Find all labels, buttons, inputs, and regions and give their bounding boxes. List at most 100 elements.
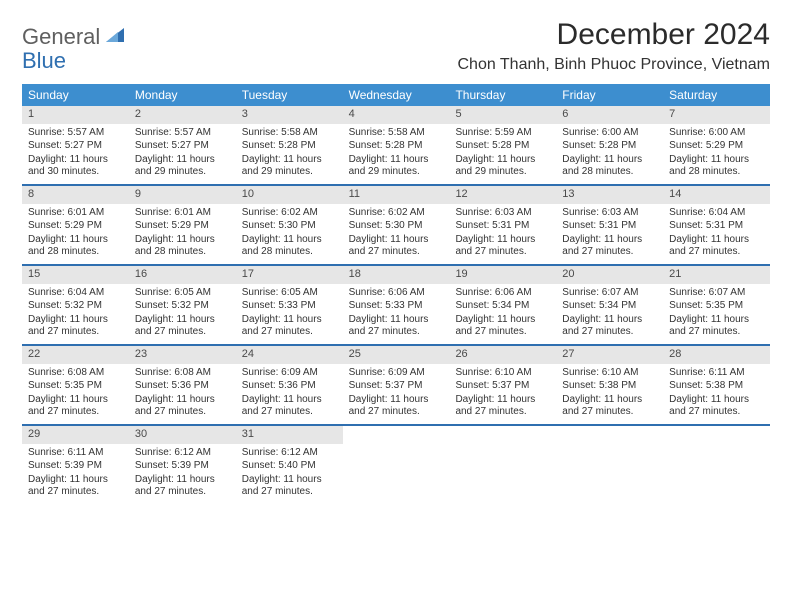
day-body: Sunrise: 5:58 AMSunset: 5:28 PMDaylight:… bbox=[343, 124, 450, 184]
day-cell-empty bbox=[556, 426, 663, 504]
daylight-line: Daylight: 11 hours and 29 minutes. bbox=[242, 154, 337, 179]
week-row: 8Sunrise: 6:01 AMSunset: 5:29 PMDaylight… bbox=[22, 186, 770, 266]
daylight-line: Daylight: 11 hours and 27 minutes. bbox=[669, 234, 764, 259]
sunset-line: Sunset: 5:38 PM bbox=[669, 380, 764, 393]
day-body: Sunrise: 6:10 AMSunset: 5:38 PMDaylight:… bbox=[556, 364, 663, 424]
day-cell: 25Sunrise: 6:09 AMSunset: 5:37 PMDayligh… bbox=[343, 346, 450, 424]
sunset-line: Sunset: 5:29 PM bbox=[135, 220, 230, 233]
day-number: 20 bbox=[556, 266, 663, 284]
day-cell: 17Sunrise: 6:05 AMSunset: 5:33 PMDayligh… bbox=[236, 266, 343, 344]
week-row: 29Sunrise: 6:11 AMSunset: 5:39 PMDayligh… bbox=[22, 426, 770, 504]
daylight-line: Daylight: 11 hours and 27 minutes. bbox=[455, 234, 550, 259]
day-number: 24 bbox=[236, 346, 343, 364]
logo-text-blue: Blue bbox=[22, 48, 66, 74]
day-body: Sunrise: 6:07 AMSunset: 5:35 PMDaylight:… bbox=[663, 284, 770, 344]
sunrise-line: Sunrise: 6:12 AM bbox=[242, 447, 337, 460]
day-cell: 4Sunrise: 5:58 AMSunset: 5:28 PMDaylight… bbox=[343, 106, 450, 184]
day-body: Sunrise: 6:02 AMSunset: 5:30 PMDaylight:… bbox=[236, 204, 343, 264]
sunset-line: Sunset: 5:37 PM bbox=[349, 380, 444, 393]
day-cell: 30Sunrise: 6:12 AMSunset: 5:39 PMDayligh… bbox=[129, 426, 236, 504]
day-number: 8 bbox=[22, 186, 129, 204]
day-number: 6 bbox=[556, 106, 663, 124]
day-cell: 1Sunrise: 5:57 AMSunset: 5:27 PMDaylight… bbox=[22, 106, 129, 184]
day-number: 18 bbox=[343, 266, 450, 284]
weekday-header: Tuesday bbox=[236, 84, 343, 106]
day-cell: 14Sunrise: 6:04 AMSunset: 5:31 PMDayligh… bbox=[663, 186, 770, 264]
day-cell: 19Sunrise: 6:06 AMSunset: 5:34 PMDayligh… bbox=[449, 266, 556, 344]
daylight-line: Daylight: 11 hours and 28 minutes. bbox=[28, 234, 123, 259]
day-cell: 8Sunrise: 6:01 AMSunset: 5:29 PMDaylight… bbox=[22, 186, 129, 264]
sunset-line: Sunset: 5:33 PM bbox=[242, 300, 337, 313]
sunset-line: Sunset: 5:37 PM bbox=[455, 380, 550, 393]
day-body: Sunrise: 6:05 AMSunset: 5:33 PMDaylight:… bbox=[236, 284, 343, 344]
day-number: 9 bbox=[129, 186, 236, 204]
day-body: Sunrise: 5:58 AMSunset: 5:28 PMDaylight:… bbox=[236, 124, 343, 184]
day-number: 3 bbox=[236, 106, 343, 124]
day-body: Sunrise: 6:12 AMSunset: 5:39 PMDaylight:… bbox=[129, 444, 236, 504]
daylight-line: Daylight: 11 hours and 27 minutes. bbox=[28, 394, 123, 419]
sunset-line: Sunset: 5:30 PM bbox=[349, 220, 444, 233]
day-number: 22 bbox=[22, 346, 129, 364]
sunrise-line: Sunrise: 6:01 AM bbox=[28, 207, 123, 220]
day-cell: 29Sunrise: 6:11 AMSunset: 5:39 PMDayligh… bbox=[22, 426, 129, 504]
daylight-line: Daylight: 11 hours and 27 minutes. bbox=[135, 394, 230, 419]
sunrise-line: Sunrise: 5:59 AM bbox=[455, 127, 550, 140]
sunrise-line: Sunrise: 6:08 AM bbox=[28, 367, 123, 380]
day-body: Sunrise: 6:00 AMSunset: 5:29 PMDaylight:… bbox=[663, 124, 770, 184]
day-number: 7 bbox=[663, 106, 770, 124]
sunrise-line: Sunrise: 6:10 AM bbox=[562, 367, 657, 380]
day-body: Sunrise: 5:57 AMSunset: 5:27 PMDaylight:… bbox=[22, 124, 129, 184]
sunset-line: Sunset: 5:31 PM bbox=[562, 220, 657, 233]
sunrise-line: Sunrise: 6:07 AM bbox=[669, 287, 764, 300]
day-cell: 20Sunrise: 6:07 AMSunset: 5:34 PMDayligh… bbox=[556, 266, 663, 344]
day-cell: 21Sunrise: 6:07 AMSunset: 5:35 PMDayligh… bbox=[663, 266, 770, 344]
day-number: 10 bbox=[236, 186, 343, 204]
day-number: 26 bbox=[449, 346, 556, 364]
sunrise-line: Sunrise: 6:05 AM bbox=[135, 287, 230, 300]
sunrise-line: Sunrise: 6:09 AM bbox=[349, 367, 444, 380]
week-row: 15Sunrise: 6:04 AMSunset: 5:32 PMDayligh… bbox=[22, 266, 770, 346]
day-cell: 18Sunrise: 6:06 AMSunset: 5:33 PMDayligh… bbox=[343, 266, 450, 344]
sunset-line: Sunset: 5:28 PM bbox=[242, 140, 337, 153]
daylight-line: Daylight: 11 hours and 27 minutes. bbox=[455, 394, 550, 419]
day-number: 11 bbox=[343, 186, 450, 204]
sunrise-line: Sunrise: 6:11 AM bbox=[28, 447, 123, 460]
day-body: Sunrise: 6:09 AMSunset: 5:36 PMDaylight:… bbox=[236, 364, 343, 424]
logo-sail-icon bbox=[104, 24, 126, 50]
day-cell-empty bbox=[343, 426, 450, 504]
daylight-line: Daylight: 11 hours and 27 minutes. bbox=[562, 314, 657, 339]
sunrise-line: Sunrise: 6:04 AM bbox=[669, 207, 764, 220]
day-cell: 10Sunrise: 6:02 AMSunset: 5:30 PMDayligh… bbox=[236, 186, 343, 264]
day-cell-empty bbox=[449, 426, 556, 504]
day-cell: 27Sunrise: 6:10 AMSunset: 5:38 PMDayligh… bbox=[556, 346, 663, 424]
daylight-line: Daylight: 11 hours and 30 minutes. bbox=[28, 154, 123, 179]
sunrise-line: Sunrise: 6:06 AM bbox=[455, 287, 550, 300]
day-cell: 2Sunrise: 5:57 AMSunset: 5:27 PMDaylight… bbox=[129, 106, 236, 184]
sunset-line: Sunset: 5:34 PM bbox=[562, 300, 657, 313]
day-body: Sunrise: 6:08 AMSunset: 5:36 PMDaylight:… bbox=[129, 364, 236, 424]
sunrise-line: Sunrise: 5:57 AM bbox=[28, 127, 123, 140]
title-block: December 2024 Chon Thanh, Binh Phuoc Pro… bbox=[458, 18, 771, 74]
day-number: 17 bbox=[236, 266, 343, 284]
sunset-line: Sunset: 5:36 PM bbox=[135, 380, 230, 393]
day-cell: 12Sunrise: 6:03 AMSunset: 5:31 PMDayligh… bbox=[449, 186, 556, 264]
day-cell: 16Sunrise: 6:05 AMSunset: 5:32 PMDayligh… bbox=[129, 266, 236, 344]
sunrise-line: Sunrise: 6:05 AM bbox=[242, 287, 337, 300]
day-number: 5 bbox=[449, 106, 556, 124]
day-cell: 3Sunrise: 5:58 AMSunset: 5:28 PMDaylight… bbox=[236, 106, 343, 184]
daylight-line: Daylight: 11 hours and 27 minutes. bbox=[28, 474, 123, 499]
sunrise-line: Sunrise: 6:01 AM bbox=[135, 207, 230, 220]
day-body: Sunrise: 6:03 AMSunset: 5:31 PMDaylight:… bbox=[449, 204, 556, 264]
day-cell: 24Sunrise: 6:09 AMSunset: 5:36 PMDayligh… bbox=[236, 346, 343, 424]
sunrise-line: Sunrise: 5:58 AM bbox=[242, 127, 337, 140]
daylight-line: Daylight: 11 hours and 27 minutes. bbox=[242, 314, 337, 339]
day-number: 16 bbox=[129, 266, 236, 284]
sunset-line: Sunset: 5:31 PM bbox=[455, 220, 550, 233]
sunrise-line: Sunrise: 6:02 AM bbox=[242, 207, 337, 220]
month-title: December 2024 bbox=[458, 18, 771, 52]
daylight-line: Daylight: 11 hours and 29 minutes. bbox=[135, 154, 230, 179]
day-body: Sunrise: 6:07 AMSunset: 5:34 PMDaylight:… bbox=[556, 284, 663, 344]
sunrise-line: Sunrise: 6:03 AM bbox=[562, 207, 657, 220]
day-body: Sunrise: 6:08 AMSunset: 5:35 PMDaylight:… bbox=[22, 364, 129, 424]
daylight-line: Daylight: 11 hours and 27 minutes. bbox=[242, 394, 337, 419]
